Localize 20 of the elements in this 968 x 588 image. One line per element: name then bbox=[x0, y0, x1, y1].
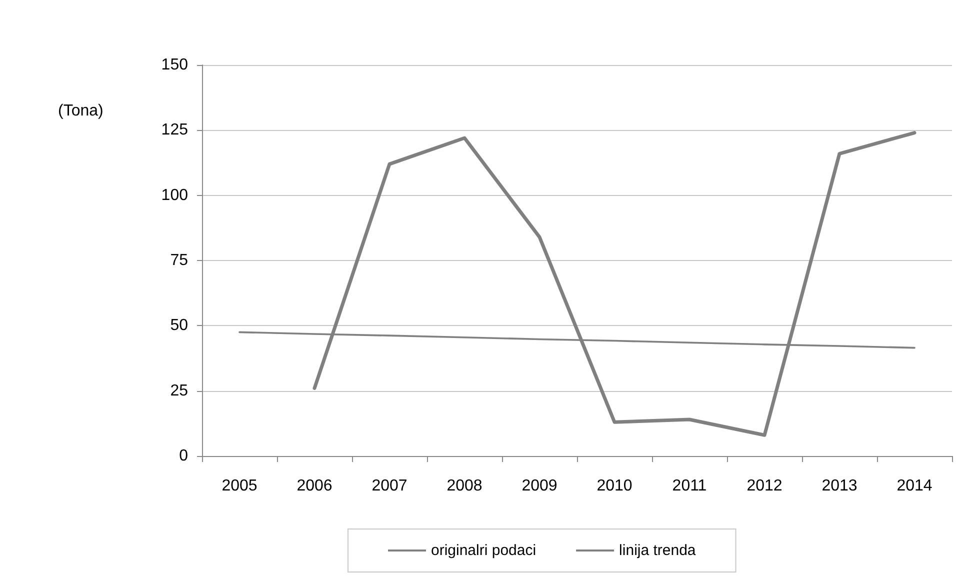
x-tick-label: 2011 bbox=[672, 478, 707, 494]
y-tick-label: 25 bbox=[170, 382, 188, 400]
legend-label: linija trenda bbox=[619, 542, 696, 559]
x-tick-label: 2013 bbox=[822, 478, 858, 494]
y-tick-label: 0 bbox=[179, 448, 188, 464]
x-tick-label: 2006 bbox=[296, 478, 332, 494]
x-tick-label: 2014 bbox=[896, 478, 932, 494]
x-tick-label: 2005 bbox=[222, 478, 258, 494]
y-tick-label: 50 bbox=[170, 317, 188, 334]
y-tick-label: 125 bbox=[161, 122, 188, 139]
x-tick-label: 2007 bbox=[372, 478, 408, 494]
y-axis-title: (Tona) bbox=[58, 102, 104, 120]
y-tick-label: 100 bbox=[161, 186, 188, 204]
x-tick-label: 2012 bbox=[746, 478, 782, 494]
y-tick-label: 150 bbox=[161, 56, 188, 74]
x-tick-label: 2008 bbox=[446, 478, 482, 494]
x-tick-label: 2009 bbox=[522, 478, 558, 494]
y-tick-label: 75 bbox=[170, 252, 188, 269]
x-tick-label: 2010 bbox=[596, 478, 632, 494]
legend-label: originalri podaci bbox=[431, 542, 536, 559]
